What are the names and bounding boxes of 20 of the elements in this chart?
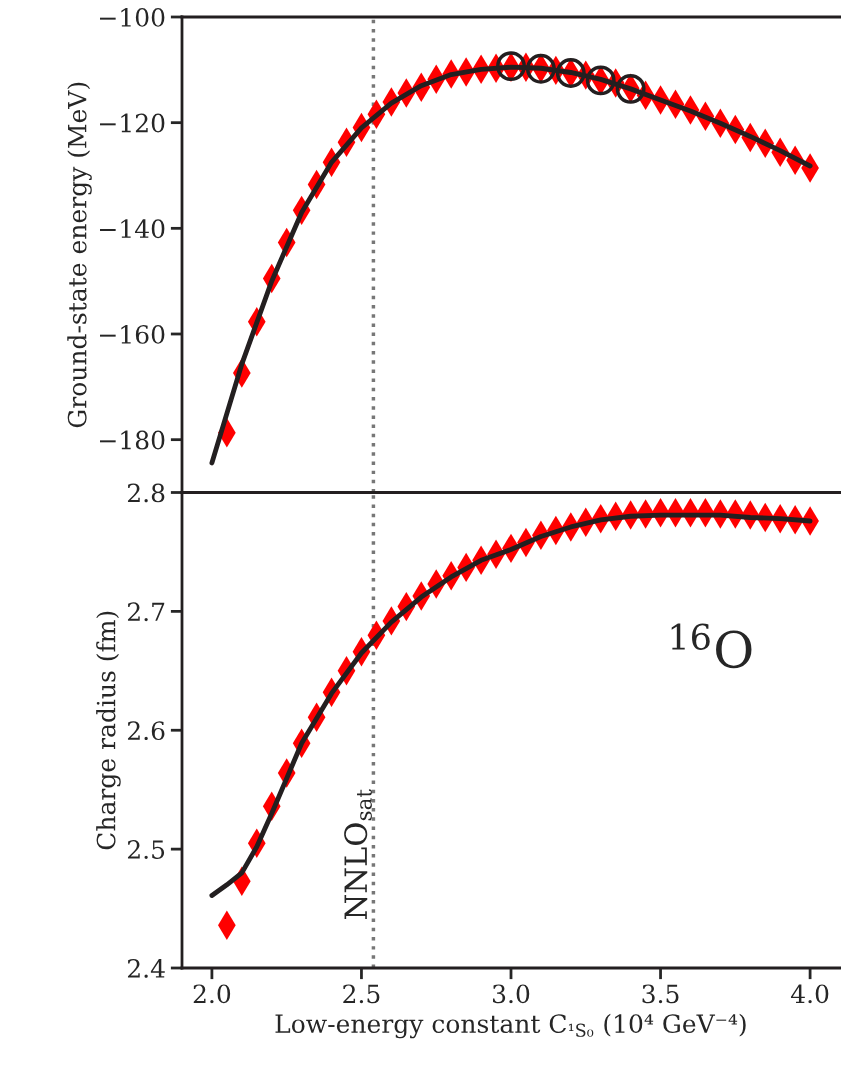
y-tick-label: −140 — [100, 219, 165, 239]
y-axis-title: Ground-state energy (MeV) — [67, 82, 92, 428]
x-tick-label: 4.0 — [790, 984, 829, 1004]
y-tick-label: 2.7 — [127, 602, 165, 622]
y-tick-label: −180 — [100, 430, 165, 450]
y-axis-title: Charge radius (fm) — [96, 611, 121, 850]
x-tick-label: 3.0 — [493, 984, 530, 1004]
y-tick-label: −100 — [100, 7, 165, 27]
x-tick-label: 2.5 — [343, 984, 380, 1004]
y-tick-label: 2.8 — [127, 483, 165, 503]
ref-line-label: NNLO$_{sat}$ — [344, 789, 372, 919]
x-tick-label: 2.0 — [193, 984, 231, 1004]
y-tick-label: 2.4 — [127, 958, 165, 978]
annotation: $^{16}$O — [671, 623, 752, 669]
y-tick-label: −120 — [100, 113, 165, 133]
y-tick-label: 2.6 — [127, 721, 165, 741]
x-axis-title: Low-energy constant C$_{¹S₀}$ (10⁴ GeV⁻⁴) — [275, 1013, 746, 1039]
y-tick-label: −160 — [100, 324, 165, 344]
y-tick-label: 2.5 — [127, 840, 165, 859]
x-tick-label: 3.5 — [642, 984, 679, 1004]
